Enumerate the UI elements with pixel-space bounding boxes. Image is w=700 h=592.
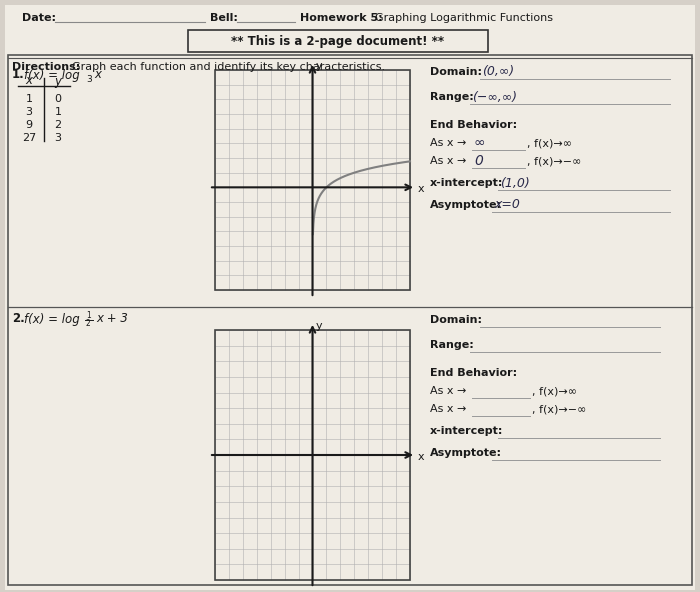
- Text: , f(x)→∞: , f(x)→∞: [527, 138, 572, 148]
- Text: 9: 9: [25, 120, 33, 130]
- Text: x=0: x=0: [494, 198, 520, 211]
- Text: x: x: [25, 75, 32, 88]
- Text: Range:: Range:: [430, 92, 474, 102]
- Text: As x →: As x →: [430, 156, 466, 166]
- Text: 3: 3: [55, 133, 62, 143]
- Text: Domain:: Domain:: [430, 315, 482, 325]
- Text: , f(x)→∞: , f(x)→∞: [532, 386, 577, 396]
- Text: , f(x)→−∞: , f(x)→−∞: [532, 404, 587, 414]
- Text: Asymptote:: Asymptote:: [430, 448, 502, 458]
- Text: x-intercept:: x-intercept:: [430, 426, 503, 436]
- Text: Range:: Range:: [430, 340, 474, 350]
- Text: x + 3: x + 3: [96, 313, 128, 326]
- Text: As x →: As x →: [430, 138, 466, 148]
- Text: 27: 27: [22, 133, 36, 143]
- Text: x: x: [94, 69, 101, 82]
- Text: Domain:: Domain:: [430, 67, 482, 77]
- Text: x: x: [418, 452, 425, 462]
- Text: Bell:: Bell:: [210, 13, 238, 23]
- Text: As x →: As x →: [430, 404, 466, 414]
- Text: (−∞,∞): (−∞,∞): [472, 91, 517, 104]
- Text: 0: 0: [55, 94, 62, 104]
- Text: (1,0): (1,0): [500, 176, 530, 189]
- Text: 2.: 2.: [12, 313, 24, 326]
- Text: Graphing Logarithmic Functions: Graphing Logarithmic Functions: [375, 13, 553, 23]
- Text: 0: 0: [474, 154, 483, 168]
- Text: 1: 1: [25, 94, 32, 104]
- Text: As x →: As x →: [430, 386, 466, 396]
- Text: , f(x)→−∞: , f(x)→−∞: [527, 156, 582, 166]
- Text: x: x: [418, 184, 425, 194]
- Text: Homework 5:: Homework 5:: [300, 13, 383, 23]
- Bar: [8, 55, 692, 585]
- Text: f(x) = log: f(x) = log: [24, 69, 80, 82]
- Bar: [215, 70, 410, 290]
- Text: Directions:: Directions:: [12, 62, 81, 72]
- Text: y: y: [55, 75, 62, 88]
- Text: x-intercept:: x-intercept:: [430, 178, 503, 188]
- Text: End Behavior:: End Behavior:: [430, 368, 517, 378]
- Text: Graph each function and identify its key characteristics.: Graph each function and identify its key…: [72, 62, 385, 72]
- Text: ∞: ∞: [474, 136, 486, 150]
- Text: Date:: Date:: [22, 13, 56, 23]
- Text: f(x) = log: f(x) = log: [24, 313, 80, 326]
- Text: y: y: [316, 321, 322, 331]
- Text: 1.: 1.: [12, 69, 24, 82]
- Text: 3: 3: [86, 75, 92, 83]
- Text: ** This is a 2-page document! **: ** This is a 2-page document! **: [232, 34, 444, 47]
- Bar: [188, 30, 488, 52]
- Text: 1: 1: [86, 311, 91, 320]
- Text: End Behavior:: End Behavior:: [430, 120, 517, 130]
- Text: 2: 2: [86, 320, 91, 329]
- Text: 2: 2: [55, 120, 62, 130]
- Text: 3: 3: [25, 107, 32, 117]
- Bar: [215, 330, 410, 580]
- Text: (0,∞): (0,∞): [482, 66, 514, 79]
- Text: Asymptote:: Asymptote:: [430, 200, 502, 210]
- Text: y: y: [316, 61, 322, 71]
- Text: 1: 1: [55, 107, 62, 117]
